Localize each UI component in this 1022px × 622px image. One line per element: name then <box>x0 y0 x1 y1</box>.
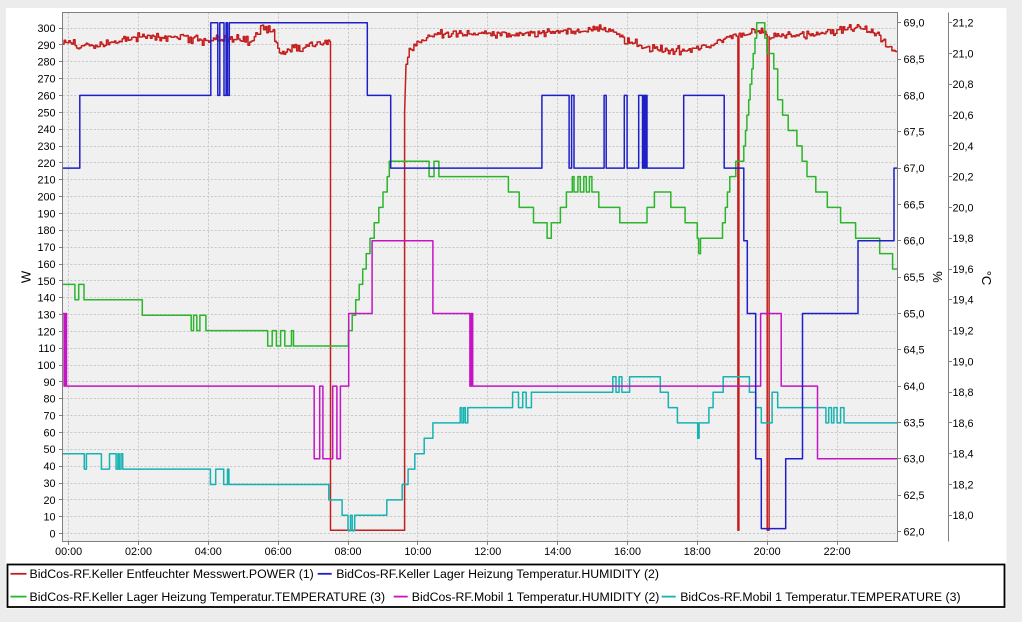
svg-text:30: 30 <box>43 478 55 490</box>
svg-text:BidCos-RF.Mobil 1 Temperatur.H: BidCos-RF.Mobil 1 Temperatur.HUMIDITY (2… <box>412 590 660 604</box>
svg-text:150: 150 <box>37 276 55 288</box>
svg-text:50: 50 <box>43 444 55 456</box>
svg-text:70: 70 <box>43 411 55 423</box>
svg-text:20,2: 20,2 <box>953 172 974 184</box>
svg-text:60: 60 <box>43 427 55 439</box>
svg-text:BidCos-RF.Keller Entfeuchter M: BidCos-RF.Keller Entfeuchter Messwert.PO… <box>30 567 314 581</box>
svg-text:69,0: 69,0 <box>904 18 925 30</box>
svg-text:19,8: 19,8 <box>953 233 974 245</box>
svg-text:10:00: 10:00 <box>404 546 431 558</box>
svg-text:18,0: 18,0 <box>953 510 974 522</box>
svg-text:190: 190 <box>37 208 55 220</box>
svg-text:160: 160 <box>37 259 55 271</box>
svg-text:68,5: 68,5 <box>904 54 925 66</box>
svg-text:08:00: 08:00 <box>334 546 361 558</box>
svg-text:19,2: 19,2 <box>953 326 974 338</box>
svg-text:64,0: 64,0 <box>904 381 925 393</box>
svg-text:06:00: 06:00 <box>265 546 292 558</box>
svg-text:22:00: 22:00 <box>824 546 851 558</box>
svg-text:300: 300 <box>37 23 55 35</box>
svg-text:16:00: 16:00 <box>614 546 641 558</box>
svg-text:63,0: 63,0 <box>904 454 925 466</box>
svg-text:67,0: 67,0 <box>904 163 925 175</box>
svg-text:110: 110 <box>38 343 55 355</box>
svg-text:66,5: 66,5 <box>904 199 925 211</box>
svg-text:260: 260 <box>37 90 55 102</box>
svg-text:63,5: 63,5 <box>904 417 925 429</box>
svg-text:64,5: 64,5 <box>904 345 925 357</box>
svg-text:68,0: 68,0 <box>904 90 925 102</box>
svg-text:170: 170 <box>37 242 55 254</box>
svg-text:180: 180 <box>37 225 55 237</box>
svg-text:20,8: 20,8 <box>953 79 974 91</box>
svg-text:100: 100 <box>37 360 55 372</box>
svg-text:66,0: 66,0 <box>904 236 925 248</box>
svg-text:270: 270 <box>37 74 55 86</box>
svg-text:02:00: 02:00 <box>125 546 152 558</box>
svg-text:18,8: 18,8 <box>953 387 974 399</box>
svg-text:10: 10 <box>43 512 55 524</box>
svg-text:21,2: 21,2 <box>953 18 974 30</box>
svg-text:40: 40 <box>43 461 55 473</box>
svg-text:20,0: 20,0 <box>953 202 974 214</box>
svg-text:120: 120 <box>37 326 55 338</box>
svg-text:°C: °C <box>979 271 994 286</box>
svg-text:12:00: 12:00 <box>474 546 501 558</box>
svg-text:BidCos-RF.Keller Lager Heizung: BidCos-RF.Keller Lager Heizung Temperatu… <box>30 590 386 604</box>
svg-text:00:00: 00:00 <box>55 546 82 558</box>
svg-text:18,4: 18,4 <box>953 449 974 461</box>
svg-text:18,6: 18,6 <box>953 418 974 430</box>
svg-text:62,5: 62,5 <box>904 490 925 502</box>
svg-text:14:00: 14:00 <box>544 546 571 558</box>
svg-text:140: 140 <box>37 293 55 305</box>
svg-text:67,5: 67,5 <box>904 127 925 139</box>
svg-text:290: 290 <box>37 40 55 52</box>
svg-text:90: 90 <box>43 377 55 389</box>
svg-text:BidCos-RF.Mobil 1 Temperatur.T: BidCos-RF.Mobil 1 Temperatur.TEMPERATURE… <box>680 590 960 604</box>
svg-text:20:00: 20:00 <box>754 546 781 558</box>
svg-text:230: 230 <box>37 141 55 153</box>
svg-text:65,0: 65,0 <box>904 308 925 320</box>
svg-text:19,4: 19,4 <box>953 295 974 307</box>
svg-text:20,6: 20,6 <box>953 110 974 122</box>
svg-text:%: % <box>930 271 945 283</box>
svg-text:W: W <box>18 270 33 283</box>
svg-text:240: 240 <box>37 124 55 136</box>
svg-text:20: 20 <box>43 495 55 507</box>
svg-text:220: 220 <box>37 158 55 170</box>
svg-text:19,0: 19,0 <box>953 356 974 368</box>
svg-text:62,0: 62,0 <box>904 526 925 538</box>
svg-text:21,0: 21,0 <box>953 48 974 60</box>
svg-text:280: 280 <box>37 57 55 69</box>
svg-text:210: 210 <box>37 175 55 187</box>
svg-text:200: 200 <box>37 192 55 204</box>
svg-text:18,2: 18,2 <box>953 479 974 491</box>
svg-text:04:00: 04:00 <box>195 546 222 558</box>
svg-text:19,6: 19,6 <box>953 264 974 276</box>
svg-text:BidCos-RF.Keller Lager Heizung: BidCos-RF.Keller Lager Heizung Temperatu… <box>336 567 659 581</box>
svg-text:0: 0 <box>49 529 55 541</box>
svg-text:130: 130 <box>37 309 55 321</box>
svg-text:65,5: 65,5 <box>904 272 925 284</box>
svg-text:80: 80 <box>43 394 55 406</box>
svg-text:18:00: 18:00 <box>684 546 711 558</box>
svg-text:250: 250 <box>37 107 55 119</box>
svg-text:20,4: 20,4 <box>953 141 974 153</box>
